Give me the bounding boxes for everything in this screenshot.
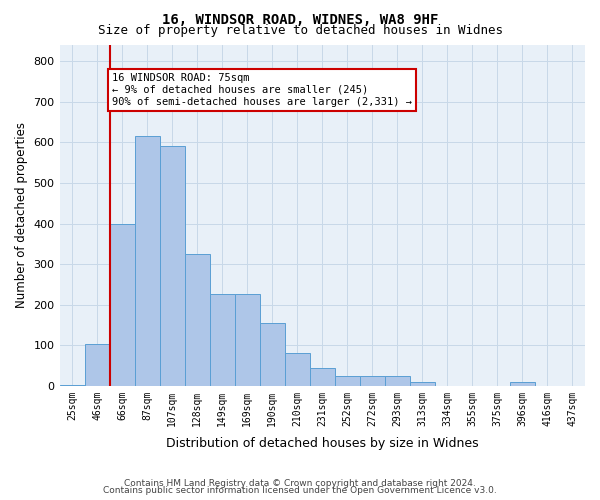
X-axis label: Distribution of detached houses by size in Widnes: Distribution of detached houses by size … [166, 437, 479, 450]
Text: 16 WINDSOR ROAD: 75sqm
← 9% of detached houses are smaller (245)
90% of semi-det: 16 WINDSOR ROAD: 75sqm ← 9% of detached … [112, 74, 412, 106]
Bar [260, 323, 285, 386]
Bar [185, 254, 209, 386]
Bar [134, 136, 160, 386]
Bar [310, 368, 335, 386]
Bar [209, 294, 235, 386]
Bar [59, 385, 85, 386]
Bar [160, 146, 185, 386]
Text: Contains HM Land Registry data © Crown copyright and database right 2024.: Contains HM Land Registry data © Crown c… [124, 478, 476, 488]
Bar [335, 376, 360, 386]
Bar [235, 294, 260, 386]
Bar [510, 382, 535, 386]
Text: 16, WINDSOR ROAD, WIDNES, WA8 9HF: 16, WINDSOR ROAD, WIDNES, WA8 9HF [162, 12, 438, 26]
Text: Contains public sector information licensed under the Open Government Licence v3: Contains public sector information licen… [103, 486, 497, 495]
Text: Size of property relative to detached houses in Widnes: Size of property relative to detached ho… [97, 24, 503, 37]
Bar [285, 354, 310, 386]
Bar [85, 344, 110, 386]
Bar [360, 376, 385, 386]
Bar [410, 382, 435, 386]
Bar [385, 376, 410, 386]
Bar [110, 224, 134, 386]
Y-axis label: Number of detached properties: Number of detached properties [15, 122, 28, 308]
